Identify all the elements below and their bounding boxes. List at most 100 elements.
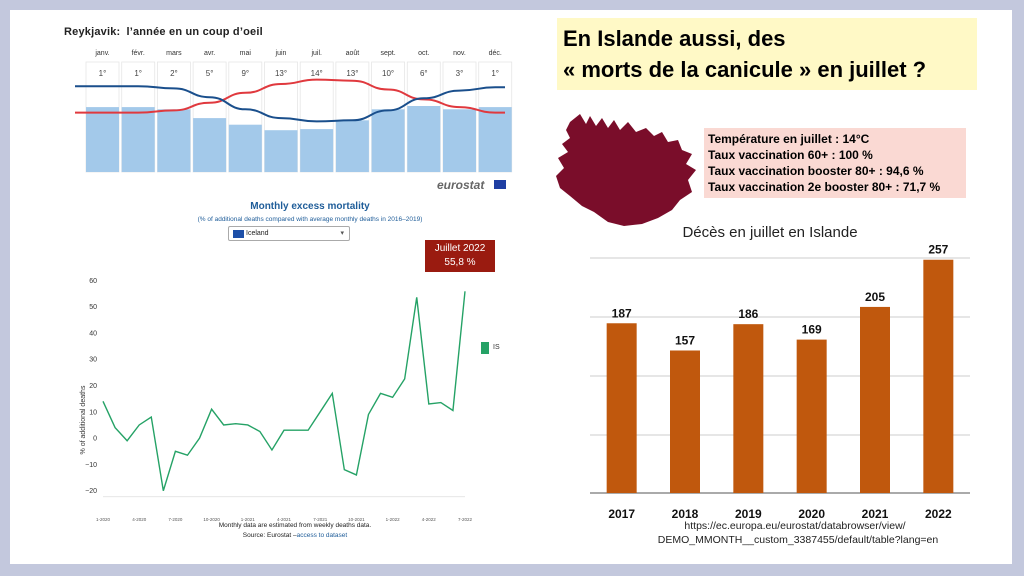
- y-axis-label: % of additional deaths: [80, 385, 87, 454]
- month-label: août: [346, 50, 360, 57]
- precip-bar: [335, 120, 369, 172]
- source-url-line-2: DEMO_MMONTH__custom_3387455/default/tabl…: [657, 534, 939, 546]
- month-label: janv.: [94, 50, 109, 57]
- x-tick-label: 4-2020: [132, 517, 147, 522]
- temp-label: 1°: [99, 69, 107, 78]
- mortality-chart: 60 50 40 30 20 10 0 −10 −20 % of additional death…: [80, 278, 473, 522]
- bar-value-label: 169: [802, 323, 822, 337]
- mortality-title: Monthly excess mortality: [250, 201, 370, 212]
- x-tick-label: 10-2020: [203, 517, 220, 522]
- month-label: févr.: [132, 50, 145, 57]
- iceland-map-icon: [556, 114, 696, 226]
- year-label: 2017: [608, 507, 635, 521]
- country-select[interactable]: Iceland ▾: [228, 226, 350, 241]
- climate-subtitle: l’année en un coup d’oeil: [126, 26, 263, 38]
- y-tick-label: 40: [89, 330, 97, 337]
- eurostat-logo: eurostat: [437, 178, 485, 192]
- temp-label: 2°: [170, 69, 178, 78]
- deaths-bar[interactable]: [606, 323, 637, 493]
- x-tick-label: 1-2022: [386, 517, 401, 522]
- chevron-down-icon: ▾: [340, 230, 344, 237]
- y-tick-label: 10: [89, 409, 97, 416]
- deaths-bar[interactable]: [923, 259, 954, 493]
- info-line-booster-80: Taux vaccination booster 80+ : 94,6 %: [708, 164, 924, 178]
- temp-label: 13°: [275, 69, 287, 78]
- y-tick-label: 0: [93, 436, 97, 443]
- info-line-temperature: Température en juillet : 14°C: [708, 132, 870, 146]
- eu-flag-icon: [494, 180, 506, 189]
- temp-label: 13°: [346, 69, 358, 78]
- x-tick-label: 7-2022: [458, 517, 473, 522]
- deaths-bar[interactable]: [670, 350, 700, 493]
- y-tick-label: −10: [85, 462, 97, 469]
- precip-bar: [300, 129, 334, 172]
- temp-label: 6°: [420, 69, 428, 78]
- headline-line-1: En Islande aussi, des: [563, 26, 786, 51]
- bar-value-label: 257: [928, 243, 948, 257]
- bar-value-label: 187: [612, 306, 632, 320]
- x-tick-label: 1-2021: [241, 517, 256, 522]
- month-label: mars: [166, 50, 182, 57]
- info-line-second-booster-80: Taux vaccination 2e booster 80+ : 71,7 %: [708, 180, 941, 194]
- y-tick-label: 60: [89, 278, 97, 285]
- temp-label: 1°: [134, 69, 142, 78]
- month-label: juil.: [310, 50, 322, 57]
- temp-label: 14°: [311, 69, 323, 78]
- climate-city: Reykjavik:: [64, 26, 121, 38]
- month-label: nov.: [453, 50, 466, 57]
- precip-bar: [371, 109, 405, 172]
- legend-swatch[interactable]: [481, 342, 489, 354]
- source-url-line-1: https://ec.europa.eu/eurostat/databrowse…: [684, 520, 906, 532]
- precip-bar: [443, 109, 476, 172]
- info-line-vax-60: Taux vaccination 60+ : 100 %: [708, 148, 873, 162]
- climate-title: Reykjavik: l’année en un coup d’oeil: [64, 26, 269, 38]
- mortality-source: Source: Eurostat –access to dataset: [110, 532, 480, 539]
- month-label: oct.: [418, 50, 429, 57]
- temp-label: 9°: [241, 69, 249, 78]
- precip-bar: [121, 107, 155, 172]
- x-tick-label: 4-2022: [422, 517, 437, 522]
- temp-label: 5°: [206, 69, 214, 78]
- mortality-subtitle: (% of additional deaths compared with av…: [197, 216, 423, 223]
- precip-bar: [407, 106, 441, 172]
- deaths-bar[interactable]: [796, 339, 827, 493]
- x-tick-label: 4-2021: [277, 517, 292, 522]
- y-tick-label: −20: [85, 488, 97, 495]
- legend-label: IS: [493, 344, 500, 351]
- y-tick-label: 50: [89, 304, 97, 311]
- precip-bar: [157, 109, 191, 172]
- x-tick-label: 1-2020: [96, 517, 111, 522]
- deaths-bar[interactable]: [733, 324, 764, 493]
- info-box: Température en juillet : 14°C Taux vacci…: [704, 128, 966, 198]
- month-label: avr.: [204, 50, 215, 57]
- month-label: déc.: [489, 50, 502, 57]
- year-label: 2020: [798, 507, 825, 521]
- year-label: 2021: [862, 507, 889, 521]
- source-prefix: Source: Eurostat –: [242, 532, 297, 539]
- callout-line-1: Juillet 2022: [434, 243, 486, 254]
- x-tick-label: 7-2021: [313, 517, 328, 522]
- year-label: 2018: [672, 507, 699, 521]
- bar-value-label: 186: [738, 307, 758, 321]
- bar-value-label: 157: [675, 333, 695, 347]
- callout-line-2: 55,8 %: [444, 257, 476, 268]
- month-label: juin: [275, 50, 287, 57]
- precip-bar: [264, 130, 298, 172]
- excess-mortality-line: [102, 291, 466, 491]
- dataset-link[interactable]: access to dataset: [296, 532, 348, 539]
- x-tick-label: 7-2020: [168, 517, 183, 522]
- precip-bar: [478, 107, 512, 172]
- iceland-flag-icon: [233, 230, 244, 238]
- climate-chart: janv. 1° févr. 1° mars 2° avr. 5° mai 9° juin 13° ju…: [75, 50, 513, 173]
- y-tick-label: 20: [89, 383, 97, 390]
- low-temp-line: [75, 85, 505, 123]
- high-temp-line: [75, 78, 505, 114]
- headline-line-2: « morts de la canicule » en juillet ?: [563, 57, 927, 82]
- precip-bar: [86, 107, 119, 172]
- country-select-value: Iceland: [246, 230, 269, 237]
- month-label: mai: [240, 50, 252, 57]
- deaths-bar[interactable]: [860, 306, 890, 493]
- mortality-note: Monthly data are estimated from weekly d…: [218, 522, 372, 529]
- year-label: 2019: [735, 507, 762, 521]
